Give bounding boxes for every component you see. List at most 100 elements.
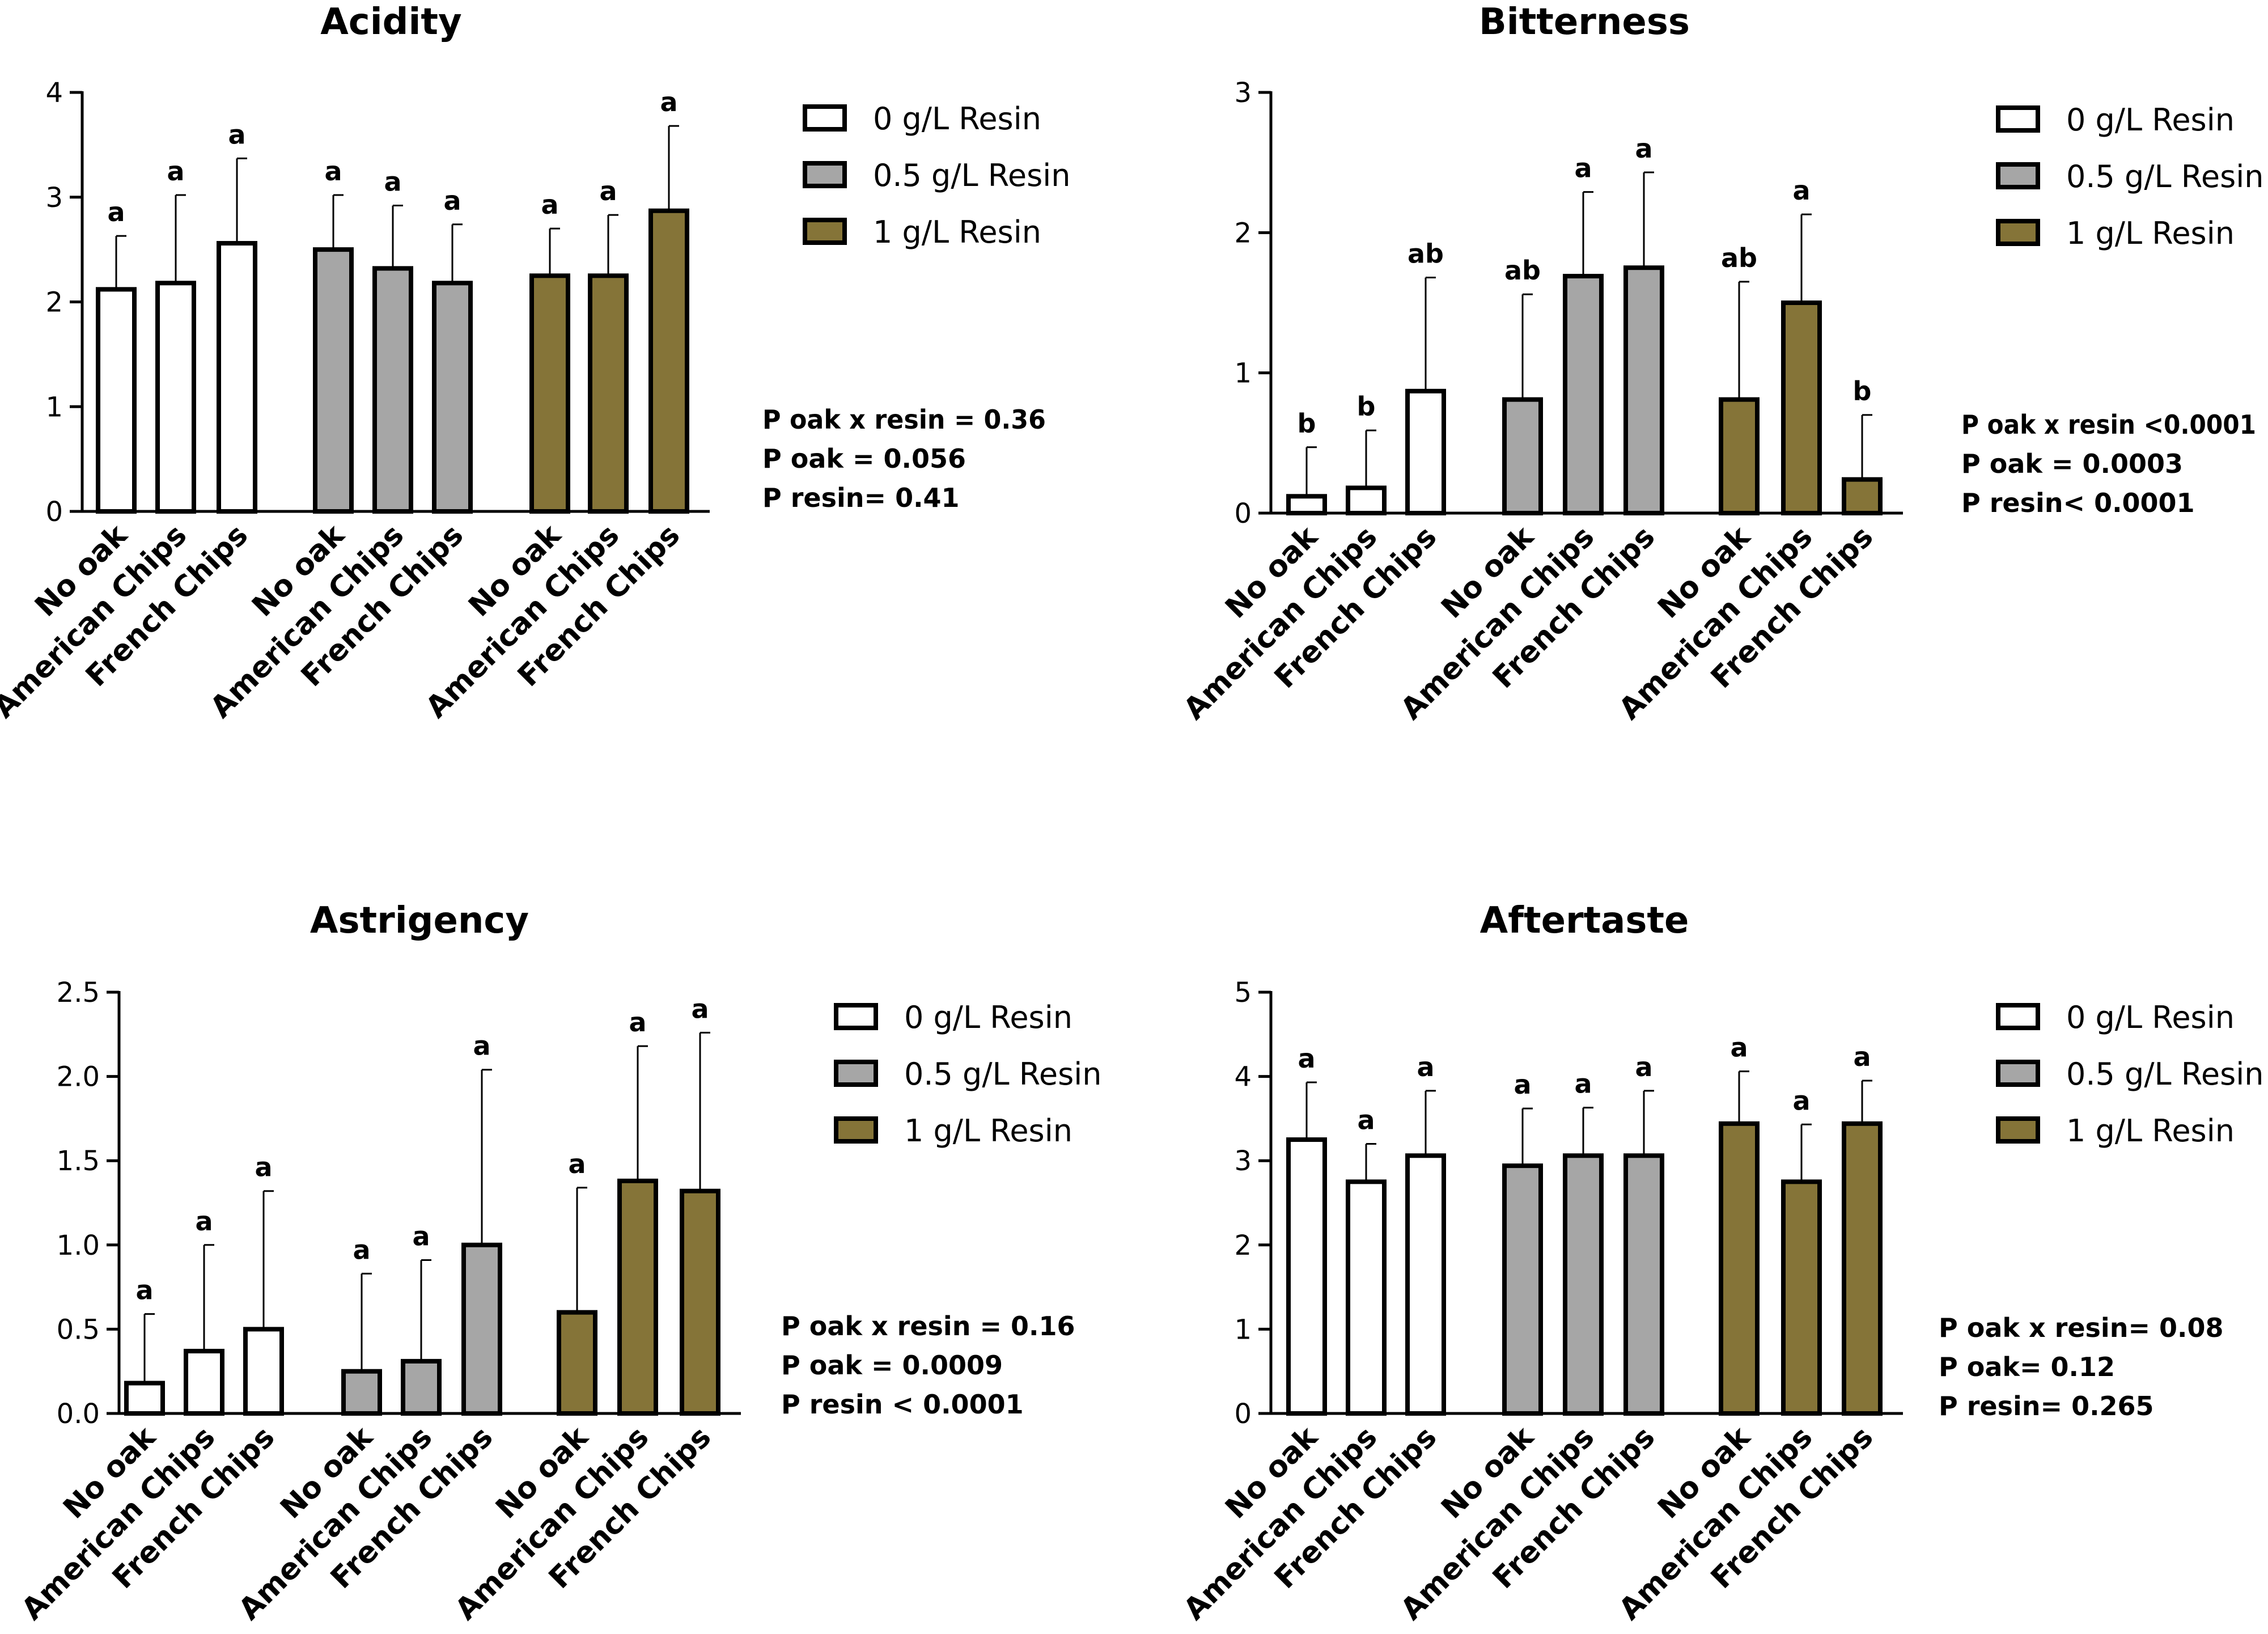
- bar: [1842, 1121, 1883, 1416]
- legend-swatch: [803, 218, 847, 245]
- significance-letter: a: [568, 1149, 586, 1179]
- y-tick-label: 2.5: [57, 977, 100, 1009]
- significance-letter: a: [324, 156, 342, 187]
- legend-label: 0.5 g/L Resin: [873, 158, 1070, 193]
- significance-letter: a: [1792, 175, 1810, 206]
- bar: [1563, 1153, 1604, 1416]
- y-tick-label: 2: [45, 287, 63, 319]
- bar: [243, 1327, 284, 1416]
- stat-annotation: P resin= 0.265: [1939, 1391, 2154, 1421]
- y-tick-label: 2.0: [57, 1061, 100, 1093]
- significance-letter: a: [629, 1007, 646, 1038]
- y-tick-label: 2: [1234, 1230, 1252, 1262]
- bar: [1405, 1153, 1446, 1416]
- legend-swatch: [1996, 105, 2040, 133]
- bar: [184, 1349, 224, 1416]
- stat-annotation: P oak = 0.0003: [1961, 448, 2183, 479]
- legend-swatch: [1996, 219, 2040, 246]
- significance-letter: a: [1298, 1043, 1315, 1074]
- legend-label: 0 g/L Resin: [2066, 102, 2235, 138]
- legend-label: 0.5 g/L Resin: [2066, 1056, 2263, 1092]
- bar: [1286, 1137, 1327, 1416]
- bar: [1405, 388, 1446, 515]
- bar: [1502, 1163, 1543, 1416]
- significance-letter: a: [473, 1031, 490, 1061]
- significance-letter: a: [599, 176, 617, 206]
- y-tick-label: 1.0: [57, 1230, 100, 1262]
- significance-letter: ab: [1504, 255, 1541, 286]
- significance-letter: a: [384, 167, 401, 197]
- bar: [529, 273, 570, 514]
- bar: [313, 247, 354, 514]
- legend-swatch: [1996, 1003, 2040, 1030]
- legend-label: 1 g/L Resin: [2066, 1113, 2235, 1149]
- significance-letter: a: [691, 993, 709, 1024]
- significance-letter: a: [412, 1221, 430, 1252]
- y-tick-label: 0: [1234, 498, 1252, 530]
- bar: [124, 1381, 165, 1416]
- significance-letter: a: [1730, 1032, 1748, 1063]
- bar: [341, 1369, 382, 1416]
- legend-swatch: [1996, 1116, 2040, 1144]
- chart-title: Aftertaste: [1480, 900, 1689, 942]
- significance-letter: b: [1853, 376, 1872, 407]
- bar: [1842, 477, 1883, 516]
- stat-annotation: P oak x resin= 0.08: [1939, 1313, 2224, 1343]
- bar: [1719, 1121, 1760, 1416]
- significance-letter: a: [660, 87, 677, 117]
- y-tick-label: 0.5: [57, 1314, 100, 1345]
- bar: [1346, 1179, 1387, 1416]
- stat-annotation: P resin= 0.41: [762, 482, 960, 513]
- y-tick-label: 3: [45, 182, 63, 214]
- significance-letter: a: [1574, 1069, 1592, 1099]
- bar: [557, 1310, 597, 1416]
- bar: [1719, 397, 1760, 515]
- y-tick-label: 1: [1234, 1314, 1252, 1345]
- significance-letter: ab: [1721, 243, 1757, 273]
- legend-label: 0 g/L Resin: [904, 1000, 1072, 1035]
- significance-letter: a: [1357, 1104, 1375, 1135]
- stat-annotation: P oak = 0.056: [762, 443, 966, 474]
- legend-label: 1 g/L Resin: [873, 214, 1041, 250]
- stat-annotation: P oak x resin = 0.36: [762, 404, 1046, 435]
- bar: [1623, 1153, 1664, 1416]
- bar: [372, 266, 413, 514]
- y-tick-label: 3: [1234, 1145, 1252, 1177]
- y-tick-label: 4: [45, 77, 63, 109]
- significance-letter: a: [1792, 1085, 1810, 1116]
- chart-title: Bitterness: [1479, 1, 1690, 43]
- y-tick-label: 1: [45, 391, 63, 423]
- y-tick-label: 0: [1234, 1398, 1252, 1430]
- bar: [96, 287, 137, 514]
- legend-label: 1 g/L Resin: [2066, 215, 2235, 251]
- bar: [1781, 300, 1822, 515]
- legend-swatch: [834, 1116, 878, 1144]
- chart-title: Astrigency: [310, 900, 529, 942]
- y-tick-label: 0: [45, 496, 63, 528]
- significance-letter: a: [255, 1152, 272, 1183]
- bar: [1502, 397, 1543, 515]
- bar: [1286, 494, 1327, 516]
- significance-letter: a: [107, 197, 125, 227]
- legend-label: 0 g/L Resin: [2066, 1000, 2235, 1035]
- significance-letter: a: [228, 119, 245, 150]
- bar: [648, 208, 689, 514]
- stat-annotation: P resin < 0.0001: [781, 1389, 1024, 1420]
- y-tick-label: 3: [1234, 77, 1252, 109]
- significance-letter: a: [541, 189, 558, 220]
- significance-letter: b: [1298, 408, 1316, 439]
- significance-letter: a: [1635, 1052, 1652, 1082]
- y-tick-label: 4: [1234, 1061, 1252, 1093]
- y-tick-label: 2: [1234, 217, 1252, 249]
- bar: [217, 241, 257, 514]
- significance-letter: a: [1574, 153, 1592, 184]
- legend-label: 0.5 g/L Resin: [904, 1056, 1101, 1092]
- bar: [1623, 265, 1664, 515]
- bar: [155, 281, 196, 514]
- significance-letter: b: [1357, 391, 1376, 422]
